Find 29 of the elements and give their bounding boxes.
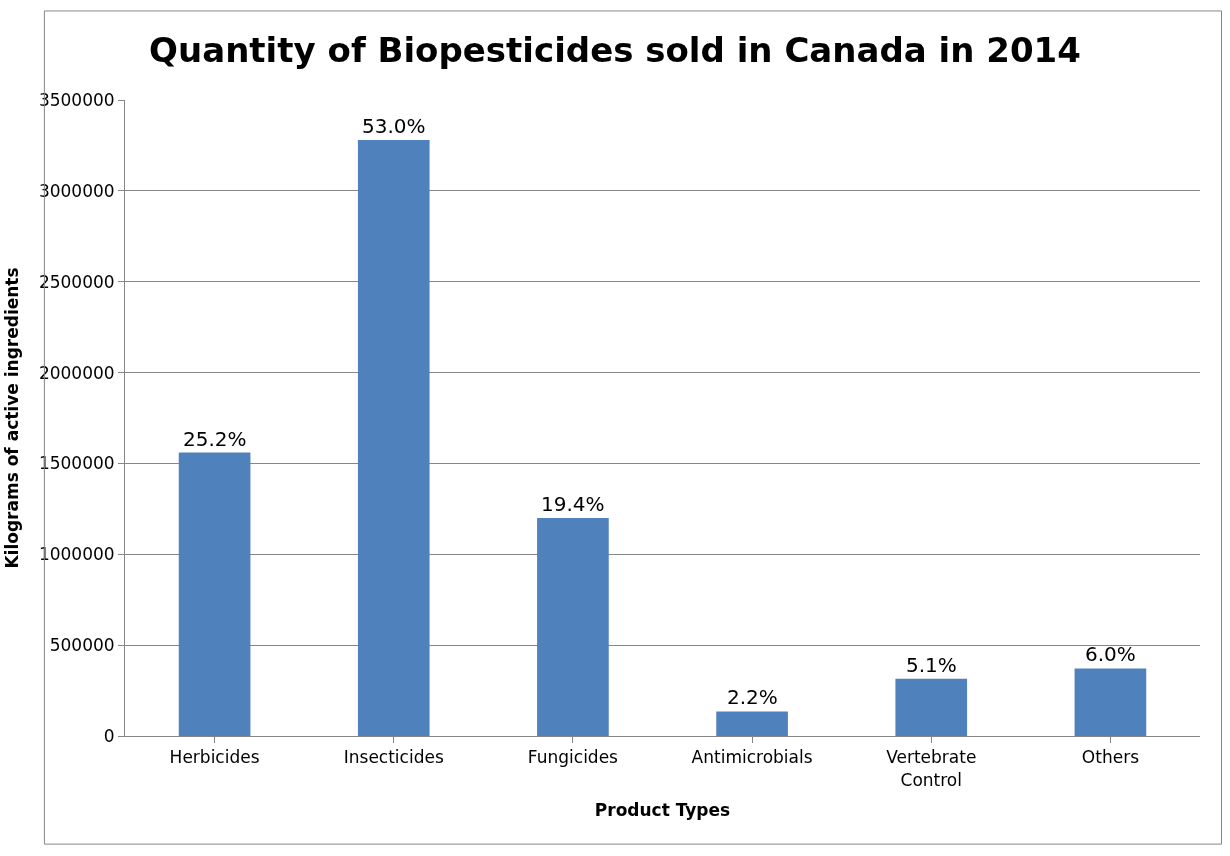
annotation: 2.2% <box>727 685 778 709</box>
y-tick-label: 1000000 <box>38 544 115 565</box>
y-axis-title: Kilograms of active ingredients <box>2 267 23 569</box>
bar <box>357 139 430 736</box>
y-tick-label: 500000 <box>49 635 115 656</box>
annotation: 5.1% <box>906 653 957 677</box>
bar <box>716 711 788 736</box>
bar <box>895 678 968 736</box>
y-tick-label: 3500000 <box>38 89 115 110</box>
annotation: 19.4% <box>541 492 605 516</box>
y-tick-label: 0 <box>103 725 115 746</box>
y-tick-label: 1500000 <box>38 453 115 474</box>
y-tick-label: 3000000 <box>38 180 115 201</box>
y-tick-label: 2000000 <box>38 362 115 383</box>
x-tick-label: Fungicides <box>527 747 619 768</box>
bar <box>537 517 609 736</box>
x-tick-label: Others <box>1081 747 1140 768</box>
bar <box>178 452 251 736</box>
x-tick-label: Vertebrate Control <box>886 747 977 790</box>
x-tick-label: Herbicides <box>169 747 260 768</box>
annotation: 6.0% <box>1085 642 1136 666</box>
annotation: 25.2% <box>183 427 247 451</box>
x-tick-label: Antimicrobials <box>691 747 813 768</box>
annotation: 53.0% <box>362 114 426 138</box>
bar <box>1074 668 1147 736</box>
chart-title: Quantity of Biopesticides sold in Canada in 2014 <box>149 30 1081 71</box>
x-tick-label: Insecticides <box>343 747 444 768</box>
y-tick-label: 2500000 <box>38 271 115 292</box>
x-axis-title: Product Types <box>594 799 731 820</box>
